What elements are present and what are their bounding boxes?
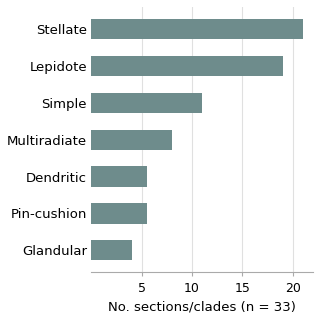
Bar	[91, 130, 172, 150]
Bar	[91, 240, 132, 260]
Bar	[91, 19, 303, 39]
Bar	[91, 203, 147, 224]
Bar	[91, 166, 147, 187]
X-axis label: No. sections/clades (n = 33): No. sections/clades (n = 33)	[108, 300, 296, 313]
Bar	[91, 56, 283, 76]
Bar	[91, 93, 202, 113]
